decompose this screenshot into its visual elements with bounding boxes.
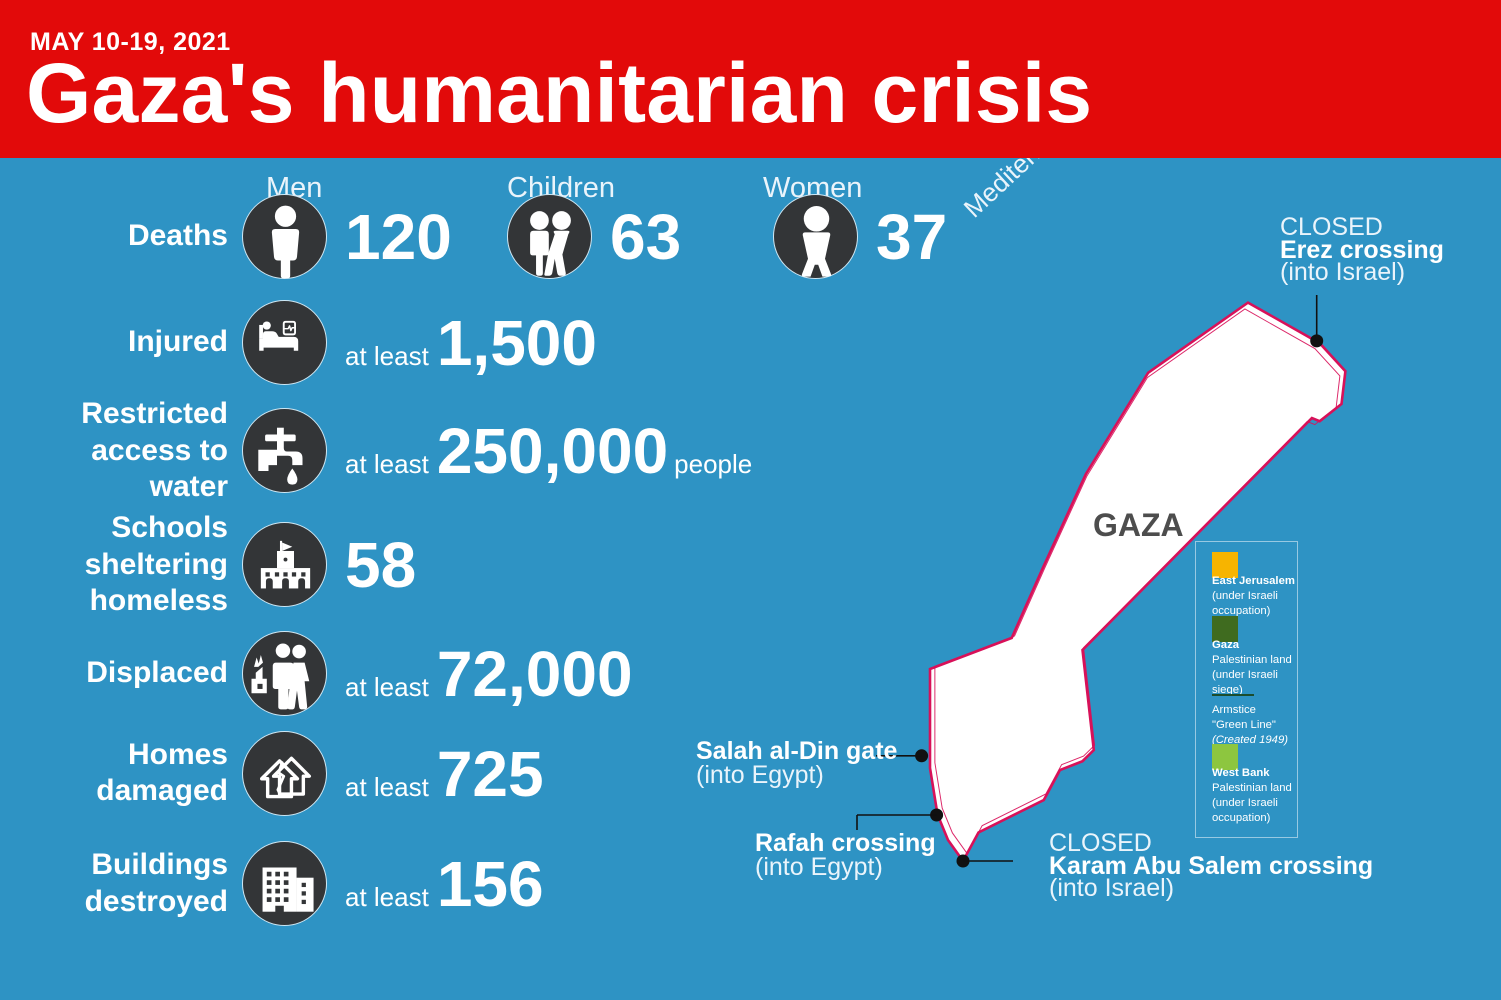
svg-text:Mediterranean Sea: Mediterranean Sea xyxy=(958,158,1141,223)
svg-text:GAZA: GAZA xyxy=(1093,507,1184,543)
